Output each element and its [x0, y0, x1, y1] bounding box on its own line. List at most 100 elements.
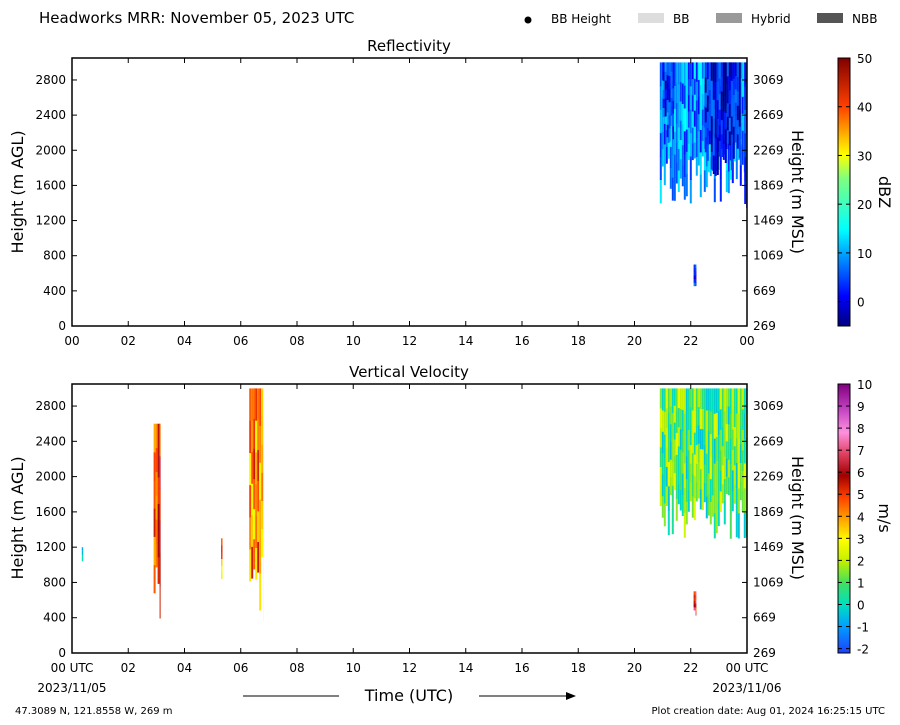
data-cell	[675, 454, 678, 477]
data-cell	[743, 487, 746, 514]
data-cell	[710, 115, 713, 134]
data-cell	[711, 473, 714, 496]
data-cell	[679, 101, 682, 121]
data-cell	[685, 433, 688, 457]
data-cell	[673, 472, 676, 491]
data-cell	[691, 94, 694, 112]
data-cell	[699, 84, 702, 108]
data-cell	[673, 62, 676, 86]
data-cell	[681, 430, 684, 453]
data-cell	[255, 420, 258, 453]
data-cell	[661, 388, 664, 411]
colorbar-tick-label: 5	[857, 488, 865, 502]
legend: BB Height BB Hybrid NBB	[524, 12, 877, 26]
data-cell	[255, 452, 258, 485]
data-cell	[661, 131, 664, 150]
data-cell	[695, 275, 697, 279]
data-cell	[675, 432, 678, 455]
x-tick-label: 18	[571, 334, 586, 348]
data-cell	[664, 98, 667, 108]
data-cell	[251, 420, 254, 453]
x-tick-label: 14	[458, 334, 473, 348]
data-cell	[708, 130, 711, 145]
reflectivity-colorbar-ticks: 0 10 20 30 40 50	[838, 52, 872, 310]
data-cell	[735, 388, 738, 414]
data-cell	[709, 388, 712, 412]
data-cell	[718, 124, 721, 141]
data-cell	[159, 553, 161, 587]
data-cell	[81, 558, 84, 562]
data-cell	[744, 109, 747, 134]
data-cell	[687, 490, 690, 512]
legend-label-bb: BB	[673, 12, 689, 26]
data-cell	[708, 103, 711, 118]
data-cell	[736, 91, 739, 106]
data-cell	[157, 530, 160, 558]
data-cell	[738, 94, 741, 111]
y-tick-label: 2400	[35, 434, 66, 448]
y-tick-label: 400	[43, 611, 66, 625]
colorbar-tick-label: 9	[857, 400, 865, 414]
x-tick-label: 12	[402, 334, 417, 348]
data-cell	[697, 424, 700, 444]
data-cell	[697, 130, 700, 149]
data-cell	[693, 410, 696, 433]
data-cell	[663, 457, 666, 481]
data-cell	[718, 140, 721, 157]
data-cell	[662, 89, 665, 99]
data-cell	[670, 97, 673, 107]
data-cell	[683, 388, 686, 414]
legend-label-nbb: NBB	[852, 12, 877, 26]
data-cell	[733, 484, 736, 504]
data-cell	[717, 502, 720, 527]
y-tick-label-right: 1469	[753, 214, 784, 228]
data-column	[659, 388, 747, 539]
colorbar-tick-label: 20	[857, 198, 872, 212]
data-cell	[726, 62, 729, 77]
data-cell	[719, 491, 722, 512]
data-cell	[739, 481, 742, 501]
data-cell	[737, 388, 740, 414]
data-cell	[717, 457, 720, 481]
data-cell	[659, 156, 662, 180]
data-cell	[661, 474, 664, 497]
data-cell	[723, 411, 726, 435]
y-tick-label-right: 1469	[753, 540, 784, 554]
data-cell	[726, 102, 729, 117]
data-cell	[701, 78, 704, 95]
data-cell	[736, 133, 739, 149]
data-cell	[668, 127, 671, 142]
data-cell	[701, 109, 704, 126]
data-column	[704, 62, 742, 176]
data-cell	[665, 486, 668, 506]
data-cell	[705, 496, 708, 519]
data-cell	[732, 110, 735, 127]
data-cell	[697, 62, 700, 80]
data-cell	[683, 108, 686, 132]
data-cell	[683, 462, 686, 489]
data-cell	[705, 453, 708, 476]
data-cell	[732, 142, 735, 159]
data-cell	[697, 461, 700, 481]
data-cell	[693, 606, 696, 611]
data-cell	[734, 128, 737, 143]
data-cell	[724, 145, 727, 163]
data-cell	[720, 62, 723, 78]
data-cell	[741, 490, 744, 512]
data-cell	[673, 405, 676, 423]
data-cell	[695, 81, 698, 101]
time-arrow-head-icon	[566, 692, 576, 700]
data-cell	[671, 485, 674, 510]
data-cell	[741, 113, 744, 131]
data-cell	[724, 95, 727, 113]
data-cell	[675, 102, 678, 124]
data-cell	[665, 388, 668, 409]
y-tick-label: 0	[58, 646, 66, 660]
data-cell	[721, 388, 724, 408]
data-cell	[699, 428, 702, 450]
data-cell	[153, 423, 156, 453]
data-cell	[695, 603, 697, 608]
data-cell	[669, 146, 672, 168]
data-cell	[699, 408, 702, 430]
data-cell	[221, 558, 223, 566]
